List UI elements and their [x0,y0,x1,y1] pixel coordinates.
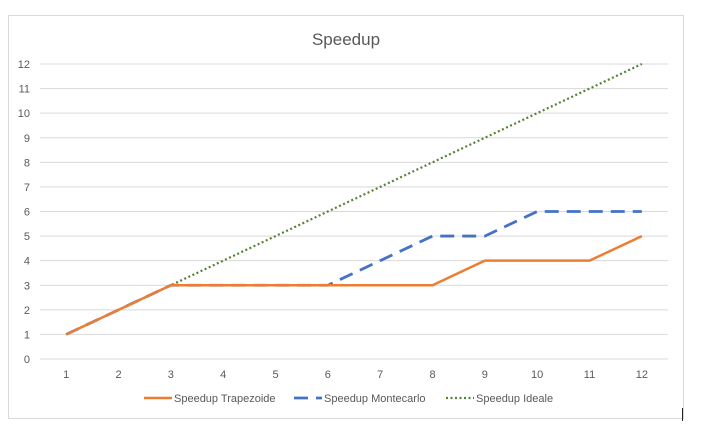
legend-entry: Speedup Montecarlo [324,393,426,405]
y-tick-label: 4 [24,256,30,268]
series-line-speedup-trapezoide [65,234,643,336]
x-tick-label: 12 [636,369,648,381]
legend: Speedup Trapezoide Speedup Montecarlo Spee… [144,393,553,405]
x-tick-label: 8 [429,369,435,381]
chart-title: Speedup [312,30,380,49]
x-tick-label: 5 [272,369,278,381]
legend-entry: Speedup Trapezoide [174,393,276,405]
y-tick-label: 3 [24,280,30,292]
y-tick-label: 0 [24,354,30,366]
y-tick-label: 5 [24,231,30,243]
series-line-speedup-montecarlo [65,210,642,336]
y-tick-label: 8 [24,157,30,169]
x-tick-label: 2 [115,369,121,381]
x-tick-label: 10 [531,369,543,381]
legend-entry: Speedup Ideale [476,393,553,405]
x-tick-label: 4 [220,369,226,381]
y-tick-label: 1 [24,329,30,341]
y-tick-label: 6 [24,207,30,219]
chart-area [8,15,684,419]
y-tick-label: 10 [18,108,30,120]
y-tick-label: 7 [24,182,30,194]
y-tick-label: 11 [19,84,30,96]
x-tick-label: 1 [63,369,69,381]
x-tick-label: 9 [482,369,488,381]
x-tick-label: 3 [168,369,174,381]
series-lines [65,63,643,336]
y-tick-label: 2 [24,305,30,317]
x-tick-label: 11 [584,369,595,381]
x-tick-label: 7 [377,369,383,381]
y-tick-label: 12 [18,59,30,71]
x-tick-label: 6 [325,369,331,381]
text-cursor [682,408,683,421]
y-tick-label: 9 [24,133,30,145]
x-axis-ticks: 1 2 3 4 5 6 7 8 9 10 11 12 [63,369,648,381]
gridlines [40,63,668,360]
